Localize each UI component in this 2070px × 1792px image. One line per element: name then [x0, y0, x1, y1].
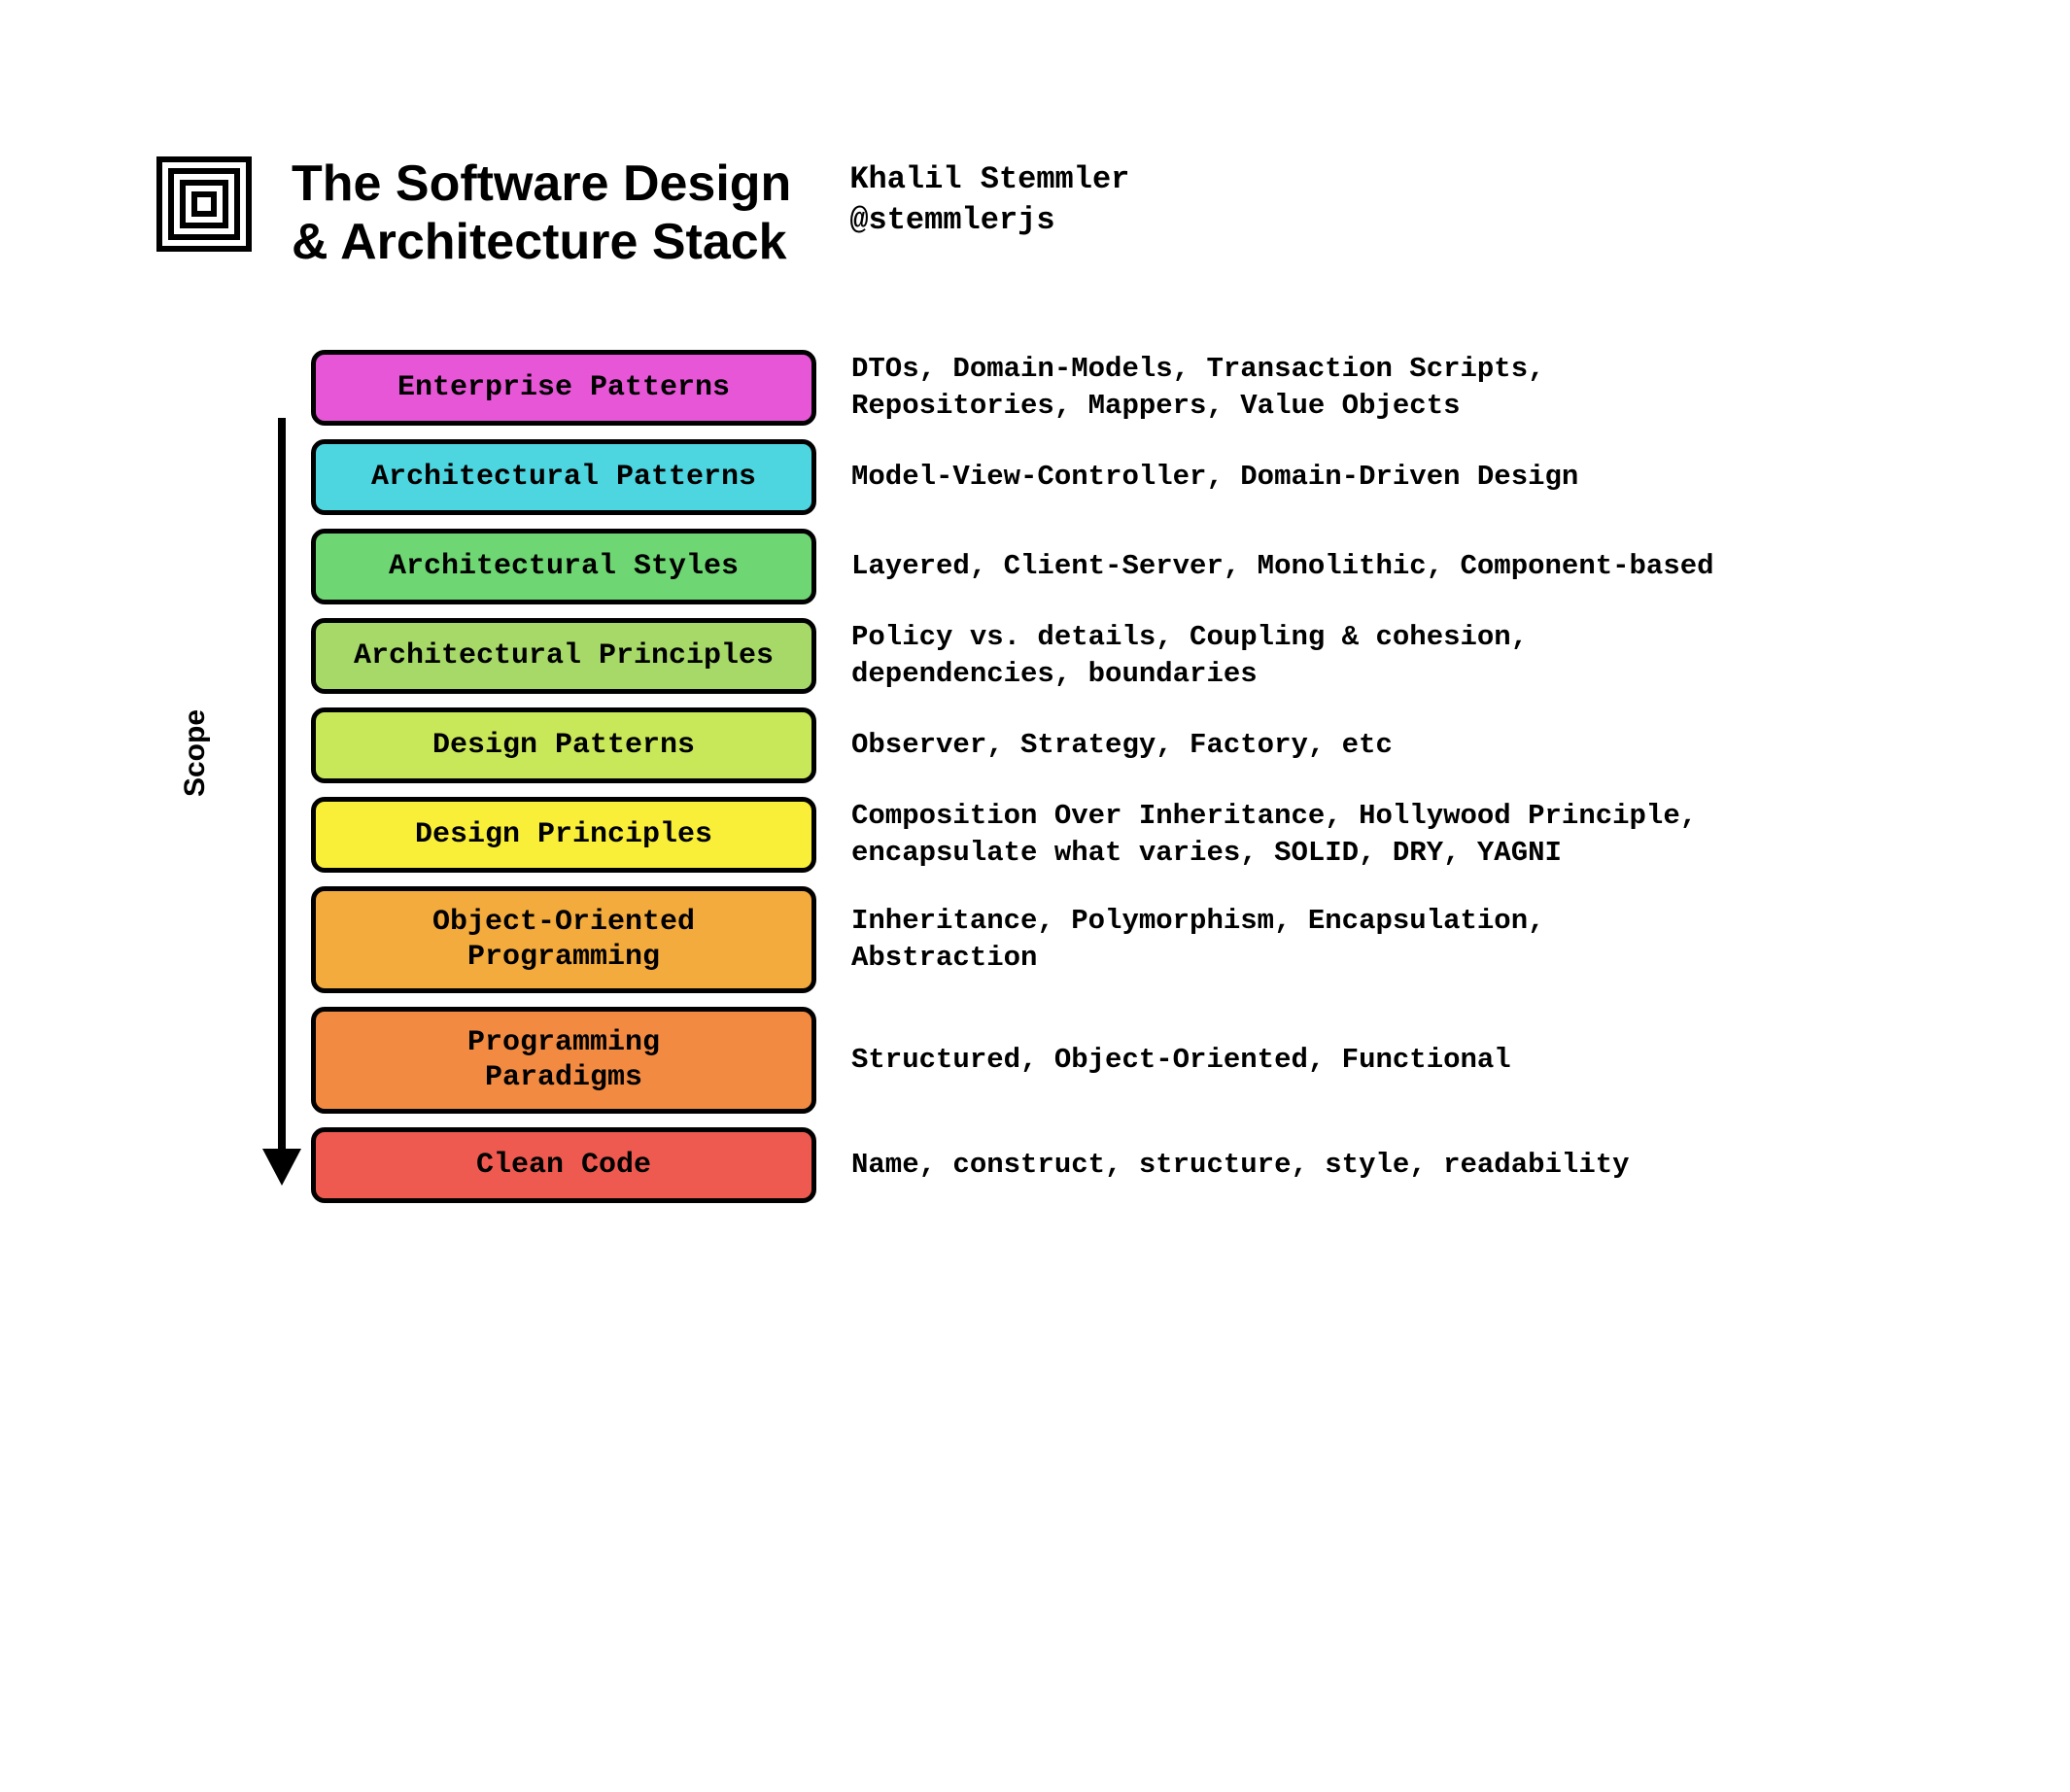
stack-row: Architectural Principles Policy vs. detai… [311, 618, 1726, 694]
stack-row: Clean Code Name, construct, structure, st… [311, 1127, 1726, 1203]
diagram-container: The Software Design & Architecture Stack… [0, 0, 2070, 1203]
stack-box: ProgrammingParadigms [311, 1007, 816, 1114]
stack-box: Object-OrientedProgramming [311, 886, 816, 993]
author-section: Khalil Stemmler @stemmlerjs [849, 155, 1129, 240]
stack-box-label: Architectural Styles [389, 549, 739, 584]
scope-label: Scope [179, 709, 212, 797]
stack-description: Name, construct, structure, style, reada… [851, 1147, 1630, 1184]
stack-box-label: Design Patterns [432, 728, 695, 763]
stack-box-label: ProgrammingParadigms [467, 1025, 660, 1095]
stack-box: Design Patterns [311, 707, 816, 783]
stack-box: Architectural Principles [311, 618, 816, 694]
stack-row: Object-OrientedProgramming Inheritance, P… [311, 886, 1726, 993]
stack-box: Enterprise Patterns [311, 350, 816, 426]
stack-box: Architectural Styles [311, 529, 816, 604]
stack-box-label: Clean Code [476, 1148, 651, 1183]
stack-row: ProgrammingParadigms Structured, Object-O… [311, 1007, 1726, 1114]
stack-box-label: Design Principles [415, 817, 712, 852]
stack-box: Architectural Patterns [311, 439, 816, 515]
header: The Software Design & Architecture Stack… [155, 155, 1915, 272]
stack-box: Design Principles [311, 797, 816, 873]
author-handle: @stemmlerjs [849, 200, 1129, 241]
stack-description: Model-View-Controller, Domain-Driven Des… [851, 459, 1578, 496]
stack-description: Layered, Client-Server, Monolithic, Comp… [851, 548, 1714, 585]
scope-arrow-icon [253, 418, 311, 1195]
stack-box-label: Architectural Patterns [371, 460, 756, 495]
content: Scope Enterprise Patterns DTOs, Domain-Mo… [155, 350, 1915, 1203]
stack-description: DTOs, Domain-Models, Transaction Scripts… [851, 351, 1726, 424]
stack-row: Architectural Styles Layered, Client-Serv… [311, 529, 1726, 604]
title-line-1: The Software Design [292, 155, 791, 212]
stack-row: Architectural Patterns Model-View-Control… [311, 439, 1726, 515]
stack-row: Design Patterns Observer, Strategy, Facto… [311, 707, 1726, 783]
stack-box-label: Object-OrientedProgramming [432, 905, 695, 975]
stack-row: Design Principles Composition Over Inheri… [311, 797, 1726, 873]
stack-box: Clean Code [311, 1127, 816, 1203]
page-title: The Software Design & Architecture Stack [292, 155, 791, 272]
stack-box-label: Architectural Principles [354, 638, 774, 673]
stack-description: Structured, Object-Oriented, Functional [851, 1042, 1511, 1079]
author-name: Khalil Stemmler [849, 159, 1129, 200]
stack-description: Inheritance, Polymorphism, Encapsulation… [851, 903, 1726, 976]
stack-description: Composition Over Inheritance, Hollywood … [851, 798, 1726, 871]
title-line-2: & Architecture Stack [292, 214, 787, 270]
stack-description: Policy vs. details, Coupling & cohesion,… [851, 619, 1726, 692]
title-section: The Software Design & Architecture Stack… [292, 155, 1129, 272]
stack-description: Observer, Strategy, Factory, etc [851, 727, 1393, 764]
stack-row: Enterprise Patterns DTOs, Domain-Models, … [311, 350, 1726, 426]
stack-box-label: Enterprise Patterns [397, 370, 730, 405]
stack-section: Enterprise Patterns DTOs, Domain-Models, … [311, 350, 1726, 1203]
spiral-logo-icon [155, 155, 253, 253]
